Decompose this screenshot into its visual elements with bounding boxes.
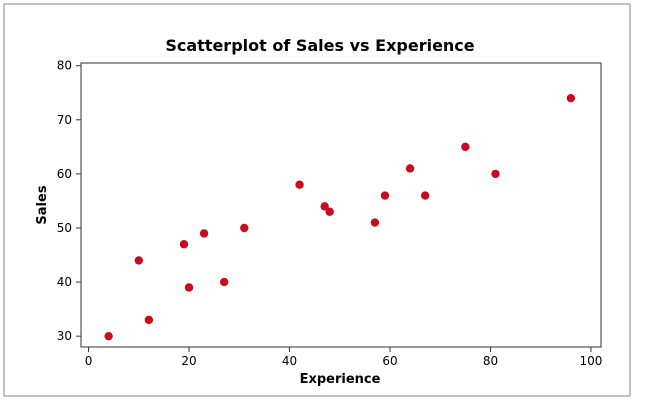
x-axis: 0 20 40 60 80 100 <box>85 347 602 368</box>
data-point <box>134 256 143 265</box>
data-point <box>104 331 113 341</box>
y-tick-label: 50 <box>57 221 72 235</box>
data-point <box>184 283 194 292</box>
x-tick-label: 40 <box>282 354 297 368</box>
x-tick-label: 80 <box>483 354 498 368</box>
data-point <box>420 191 430 200</box>
y-tick-label: 40 <box>57 275 72 289</box>
x-tick-label: 100 <box>579 354 602 368</box>
y-axis-label: Sales <box>35 185 50 224</box>
data-point <box>566 93 576 103</box>
y-tick-label: 70 <box>57 113 72 127</box>
data-point <box>320 202 329 211</box>
data-point <box>199 229 209 238</box>
x-tick-label: 0 <box>85 354 93 368</box>
data-point <box>380 191 390 200</box>
data-point <box>179 240 189 249</box>
data-point <box>144 315 154 325</box>
data-point <box>240 223 249 233</box>
x-tick-label: 20 <box>181 354 196 368</box>
data-point <box>370 218 380 227</box>
y-tick-label: 80 <box>57 59 72 73</box>
chart-title: Scatterplot of Sales vs Experience <box>165 36 474 55</box>
x-tick-label: 60 <box>382 354 397 368</box>
data-point <box>491 169 500 179</box>
data-point <box>219 277 229 287</box>
y-axis: 30 40 50 60 70 80 <box>57 59 81 343</box>
data-point <box>461 142 470 152</box>
data-point <box>295 180 304 189</box>
data-point <box>325 207 334 216</box>
y-tick-label: 30 <box>57 329 72 343</box>
data-points <box>104 93 576 341</box>
plot-area <box>80 62 602 348</box>
data-point <box>405 164 415 173</box>
y-tick-label: 60 <box>57 167 72 181</box>
x-axis-label: Experience <box>300 372 381 387</box>
